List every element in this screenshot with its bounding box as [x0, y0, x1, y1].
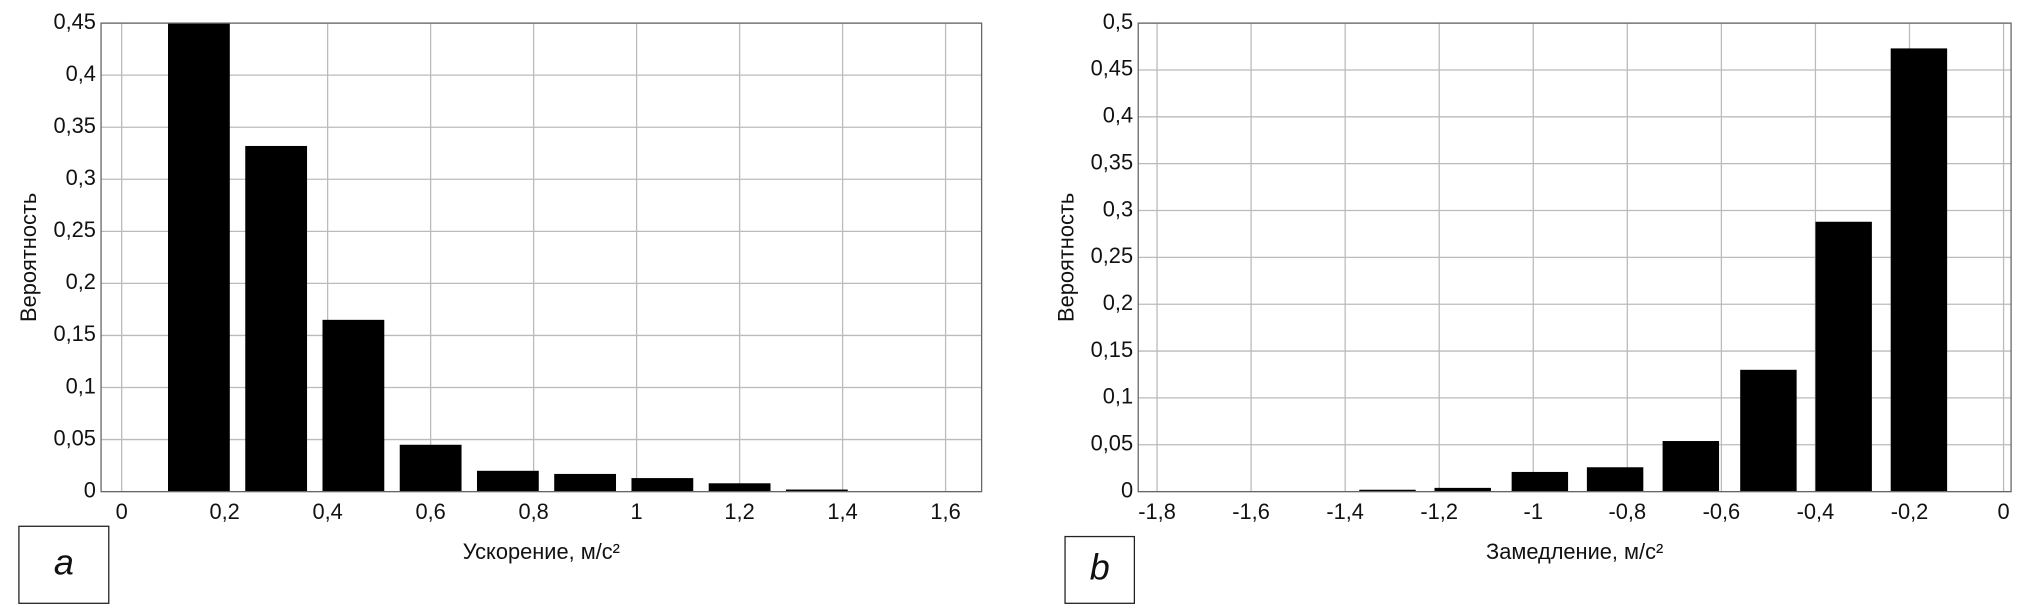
panel-label: a [54, 541, 74, 582]
y-tick-label: 0,4 [1103, 103, 1133, 128]
y-axis-label: Вероятность [16, 193, 41, 322]
x-tick-label: 0,2 [209, 499, 239, 524]
x-tick-label: -1,4 [1326, 499, 1364, 524]
x-tick-label: 0,6 [415, 499, 445, 524]
y-tick-label: 0,15 [53, 321, 95, 346]
y-tick-label: 0,45 [53, 9, 95, 34]
y-tick-label: 0,3 [1103, 196, 1133, 221]
y-tick-label: 0,25 [53, 217, 95, 242]
x-tick-label: -1,8 [1138, 499, 1176, 524]
x-tick-label: 1 [631, 499, 643, 524]
bar [1434, 487, 1491, 492]
y-tick-label: 0,05 [1091, 431, 1133, 456]
panel-box [1064, 535, 1136, 604]
plot-frame [1137, 22, 2012, 493]
bar [708, 483, 771, 492]
panel-box [18, 525, 110, 604]
bar [1740, 369, 1797, 492]
y-tick-label: 0,35 [1091, 149, 1133, 174]
bar [168, 23, 230, 492]
bar [322, 319, 385, 492]
x-tick-label: -1,2 [1420, 499, 1458, 524]
y-tick-label: 0 [84, 477, 96, 502]
x-tick-label: -1 [1524, 499, 1543, 524]
y-tick-label: 0,1 [1103, 384, 1133, 409]
y-tick-label: 0,5 [1103, 9, 1133, 34]
bar [1815, 221, 1872, 492]
panel-label: b [1090, 546, 1110, 587]
bar [1586, 467, 1644, 492]
bar [1890, 48, 1948, 492]
bar [631, 478, 694, 492]
x-tick-label: 0,4 [312, 499, 342, 524]
y-tick-label: 0,2 [66, 269, 96, 294]
x-tick-label: -1,6 [1232, 499, 1270, 524]
y-tick-label: 0,15 [1091, 337, 1133, 362]
y-tick-label: 0,4 [66, 61, 96, 86]
x-tick-label: 1,4 [827, 499, 857, 524]
y-tick-label: 0,25 [1091, 243, 1133, 268]
bar [554, 473, 617, 492]
x-tick-label: -0,6 [1703, 499, 1741, 524]
y-tick-label: 0,45 [1091, 56, 1133, 81]
x-tick-label: -0,4 [1797, 499, 1835, 524]
x-tick-label: 0,8 [518, 499, 548, 524]
y-tick-label: 0,2 [1103, 290, 1133, 315]
x-tick-label: 1,6 [930, 499, 960, 524]
plot-frame [100, 22, 983, 493]
bar [1662, 441, 1720, 492]
y-tick-label: 0,1 [66, 373, 96, 398]
x-tick-label: 0 [116, 499, 128, 524]
x-tick-label: 1,2 [724, 499, 754, 524]
bar [785, 489, 848, 492]
y-axis-label: Вероятность [1053, 193, 1078, 322]
y-tick-label: 0 [1121, 477, 1133, 502]
x-tick-label: -0,8 [1609, 499, 1647, 524]
y-tick-label: 0,3 [66, 165, 96, 190]
x-axis-label: Ускорение, м/с² [463, 539, 620, 564]
x-tick-label: 0 [1997, 499, 2009, 524]
bar [1511, 471, 1569, 492]
y-tick-label: 0,05 [53, 425, 95, 450]
bar [399, 444, 462, 492]
x-axis-label: Замедление, м/с² [1486, 539, 1663, 564]
bar [1359, 489, 1416, 492]
bar [476, 470, 539, 492]
bar [245, 145, 308, 492]
x-tick-label: -0,2 [1891, 499, 1929, 524]
y-tick-label: 0,35 [53, 113, 95, 138]
